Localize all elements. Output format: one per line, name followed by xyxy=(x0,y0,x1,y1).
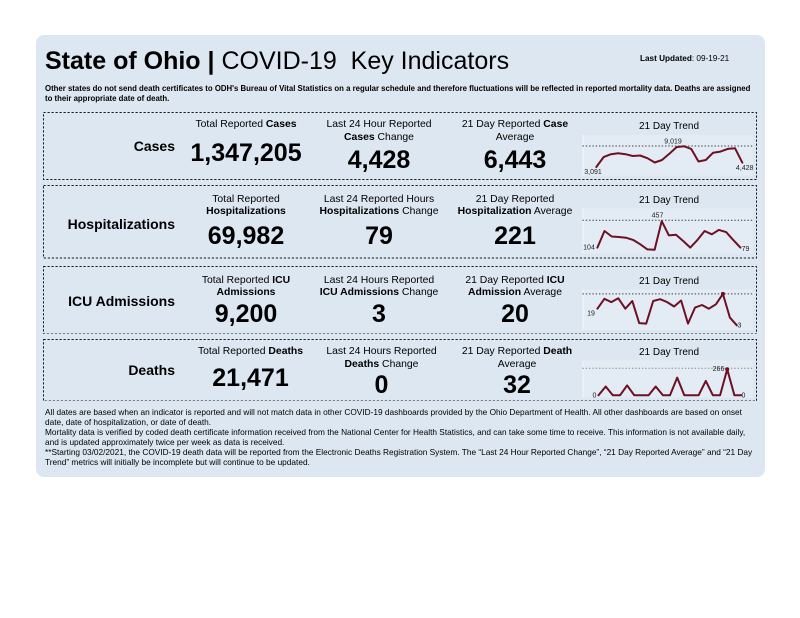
svg-text:266: 266 xyxy=(713,366,725,373)
svg-text:0: 0 xyxy=(593,392,597,399)
svg-text:19: 19 xyxy=(587,310,595,317)
svg-text:4,428: 4,428 xyxy=(736,165,754,172)
svg-text:3: 3 xyxy=(738,322,742,329)
svg-text:457: 457 xyxy=(652,212,664,219)
svg-text:3,091: 3,091 xyxy=(584,169,602,176)
svg-text:0: 0 xyxy=(742,392,746,399)
svg-text:9,019: 9,019 xyxy=(664,138,682,145)
svg-text:79: 79 xyxy=(742,246,750,253)
svg-text:104: 104 xyxy=(583,245,595,252)
